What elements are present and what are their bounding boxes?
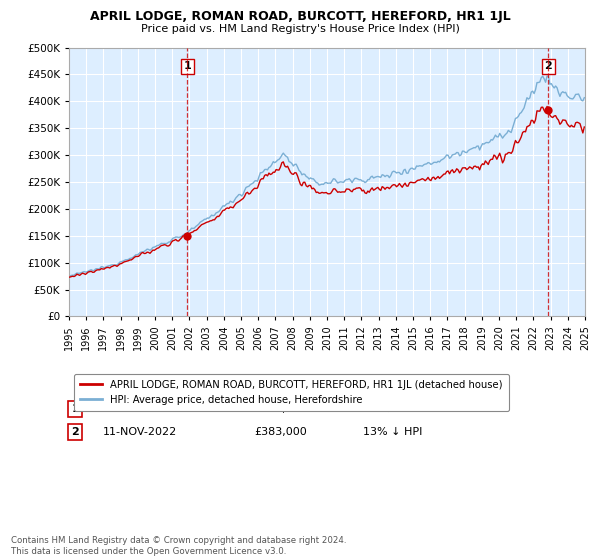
Text: £383,000: £383,000 bbox=[255, 427, 308, 437]
Text: 11-NOV-2022: 11-NOV-2022 bbox=[103, 427, 177, 437]
Text: 1: 1 bbox=[71, 404, 79, 414]
Text: 13% ↓ HPI: 13% ↓ HPI bbox=[363, 427, 422, 437]
Text: £150,000: £150,000 bbox=[255, 404, 307, 414]
Legend: APRIL LODGE, ROMAN ROAD, BURCOTT, HEREFORD, HR1 1JL (detached house), HPI: Avera: APRIL LODGE, ROMAN ROAD, BURCOTT, HEREFO… bbox=[74, 374, 509, 411]
Text: Price paid vs. HM Land Registry's House Price Index (HPI): Price paid vs. HM Land Registry's House … bbox=[140, 24, 460, 34]
Text: Contains HM Land Registry data © Crown copyright and database right 2024.
This d: Contains HM Land Registry data © Crown c… bbox=[11, 536, 346, 556]
Text: 05-NOV-2001: 05-NOV-2001 bbox=[103, 404, 176, 414]
Text: APRIL LODGE, ROMAN ROAD, BURCOTT, HEREFORD, HR1 1JL: APRIL LODGE, ROMAN ROAD, BURCOTT, HEREFO… bbox=[89, 10, 511, 23]
Text: 2: 2 bbox=[545, 62, 553, 72]
Text: 2: 2 bbox=[71, 427, 79, 437]
Text: 1: 1 bbox=[184, 62, 191, 72]
Text: 3% ↓ HPI: 3% ↓ HPI bbox=[363, 404, 415, 414]
